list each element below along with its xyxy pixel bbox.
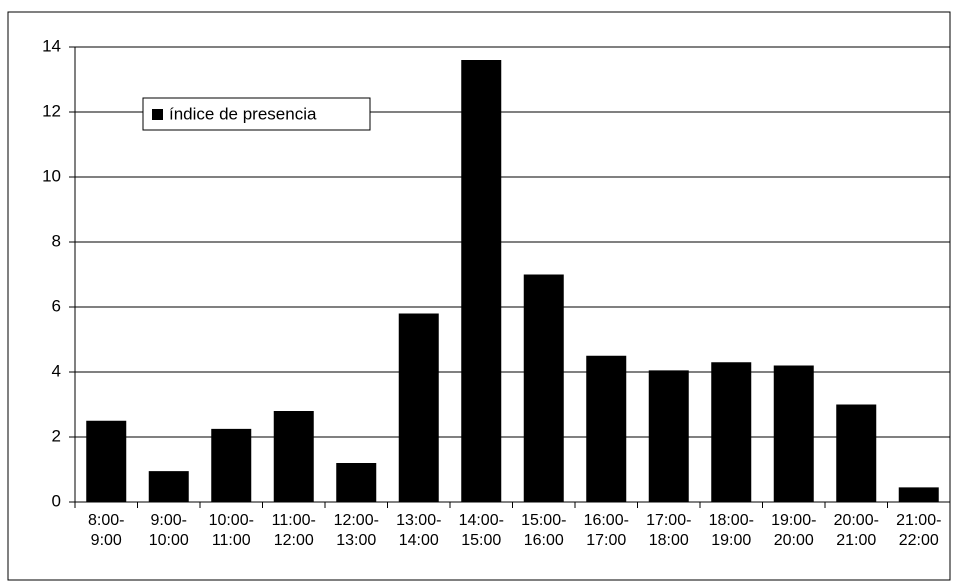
bar (273, 411, 314, 502)
bar (711, 362, 752, 502)
x-tick-label: 17:00- 18:00 (646, 512, 692, 549)
bar (211, 428, 252, 502)
x-tick-label: 21:00- 22:00 (896, 512, 942, 549)
bar (336, 463, 377, 502)
y-tick-label: 12 (42, 101, 61, 120)
chart-frame (7, 11, 951, 581)
legend-label: índice de presencia (169, 104, 317, 123)
legend-box (142, 97, 371, 131)
y-tick-label: 4 (52, 361, 61, 380)
bar (648, 370, 689, 502)
x-tick-label: 9:00- 10:00 (148, 512, 189, 549)
x-tick-label: 18:00- 19:00 (708, 512, 754, 549)
x-tick-label: 14:00- 15:00 (458, 512, 504, 549)
bar (461, 60, 502, 502)
x-tick-label: 11:00- 12:00 (271, 512, 316, 549)
x-tick-label: 20:00- 21:00 (833, 512, 879, 549)
x-tick-label: 12:00- 13:00 (333, 512, 379, 549)
bar (148, 471, 189, 502)
y-tick-label: 10 (42, 166, 61, 185)
x-tick-label: 13:00- 14:00 (396, 512, 442, 549)
x-tick-label: 16:00- 17:00 (583, 512, 629, 549)
y-tick-label: 14 (42, 36, 61, 55)
y-tick-label: 6 (52, 296, 61, 315)
y-tick-label: 8 (52, 231, 61, 250)
y-tick-label: 2 (52, 426, 61, 445)
bar (523, 274, 564, 502)
bar (773, 365, 814, 502)
bar (86, 420, 127, 502)
x-tick-label: 10:00- 11:00 (208, 512, 254, 549)
bar (398, 313, 439, 502)
bar (836, 404, 877, 502)
bar (586, 355, 627, 502)
y-tick-label: 0 (52, 491, 61, 510)
x-tick-label: 15:00- 16:00 (521, 512, 567, 549)
legend-swatch (152, 109, 163, 120)
bar (898, 487, 939, 502)
x-tick-label: 8:00- 9:00 (88, 512, 125, 549)
x-tick-label: 19:00- 20:00 (771, 512, 817, 549)
